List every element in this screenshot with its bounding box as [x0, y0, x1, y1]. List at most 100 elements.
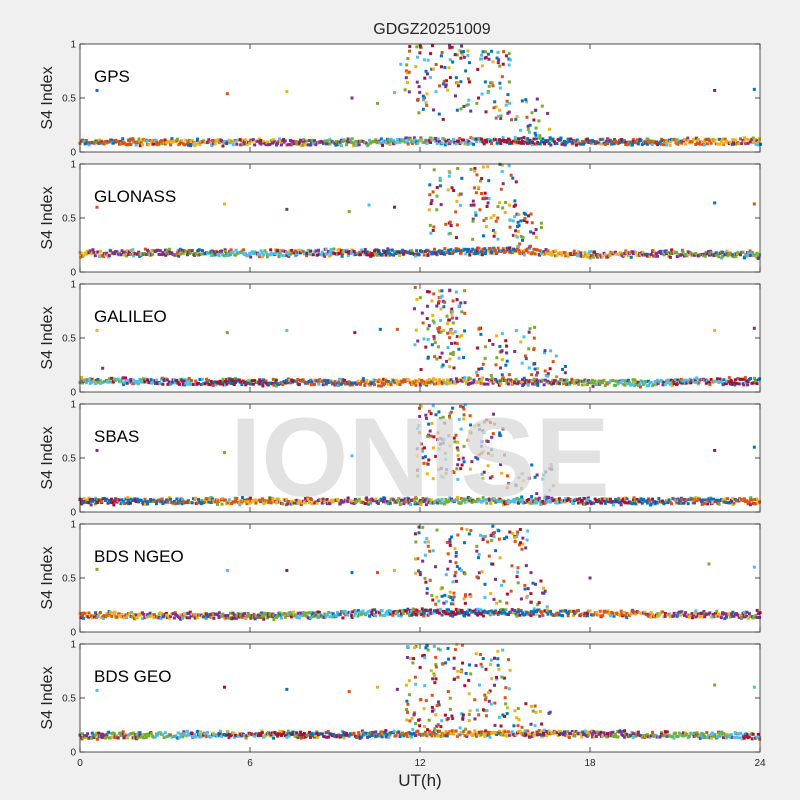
data-point: [487, 196, 491, 200]
data-point: [427, 138, 431, 142]
data-point: [122, 736, 126, 740]
data-point: [405, 63, 409, 67]
data-point: [554, 379, 558, 383]
data-point: [603, 501, 607, 505]
data-point: [401, 248, 405, 252]
data-point: [497, 114, 501, 118]
data-point: [703, 615, 707, 619]
data-point: [195, 501, 199, 505]
data-point: [194, 252, 198, 256]
data-point: [535, 492, 539, 496]
data-point: [209, 379, 213, 383]
data-point: [746, 380, 750, 384]
data-point: [160, 253, 164, 257]
data-point: [535, 142, 539, 146]
data-point: [436, 431, 440, 435]
data-point: [492, 535, 496, 539]
data-point: [167, 252, 171, 256]
data-point: [520, 486, 524, 490]
data-point: [452, 595, 456, 599]
data-point: [667, 379, 671, 383]
data-point: [499, 366, 503, 370]
data-point: [188, 380, 192, 384]
data-point: [495, 601, 499, 605]
data-point: [343, 609, 347, 613]
data-point: [301, 143, 305, 147]
data-point: [446, 612, 450, 616]
data-point: [253, 498, 257, 502]
data-point: [455, 223, 459, 227]
data-point: [427, 498, 431, 502]
data-point: [143, 380, 147, 384]
data-point: [92, 250, 96, 254]
data-point: [87, 615, 91, 619]
data-point: [414, 254, 418, 258]
data-point: [148, 611, 152, 615]
data-point: [449, 248, 453, 252]
data-point: [237, 615, 241, 619]
data-point: [94, 611, 98, 615]
data-point: [232, 383, 236, 387]
data-point: [259, 379, 263, 383]
data-point: [700, 615, 704, 619]
data-point: [269, 139, 273, 143]
data-point: [186, 141, 190, 145]
data-point: [672, 611, 676, 615]
data-point: [611, 503, 615, 507]
data-point: [440, 382, 444, 386]
data-point: [223, 498, 227, 502]
data-point: [535, 97, 539, 101]
data-point: [445, 382, 449, 386]
y-tick-label: 0: [70, 628, 76, 639]
data-point: [753, 376, 757, 380]
data-point: [253, 617, 257, 621]
data-point: [440, 380, 444, 384]
data-point: [525, 596, 529, 600]
data-point: [415, 497, 419, 501]
data-point: [445, 540, 449, 544]
data-point: [221, 612, 225, 616]
data-point: [471, 237, 475, 241]
data-point: [401, 380, 405, 384]
data-point: [555, 375, 559, 379]
data-point: [96, 250, 100, 254]
data-point: [504, 249, 508, 253]
data-point: [428, 549, 432, 553]
data-point: [662, 253, 666, 257]
data-point: [413, 532, 417, 536]
data-point: [448, 43, 451, 47]
data-point: [463, 376, 467, 380]
data-points: [78, 403, 762, 507]
data-point: [492, 247, 496, 251]
data-point: [107, 140, 111, 144]
data-point: [226, 614, 230, 618]
data-point: [630, 502, 634, 506]
data-point: [487, 249, 491, 253]
data-point: [435, 528, 439, 532]
data-point: [107, 730, 111, 734]
data-points: [78, 43, 763, 148]
data-point: [717, 612, 721, 616]
data-point: [389, 383, 393, 387]
data-point: [455, 108, 459, 112]
data-point: [439, 608, 443, 612]
data-point: [432, 225, 436, 229]
data-point: [302, 138, 306, 142]
data-point: [419, 44, 422, 48]
data-point: [545, 608, 549, 612]
data-point: [291, 612, 295, 616]
data-point: [465, 528, 469, 532]
data-point: [540, 140, 544, 144]
data-point: [324, 615, 328, 619]
data-point: [199, 382, 203, 386]
data-point: [644, 139, 648, 143]
data-point: [543, 369, 547, 373]
data-point: [115, 734, 119, 738]
data-point: [543, 378, 547, 382]
data-point: [517, 244, 521, 248]
data-point: [334, 143, 338, 147]
data-point: [490, 81, 494, 85]
data-point: [374, 138, 378, 142]
data-point: [285, 253, 289, 257]
